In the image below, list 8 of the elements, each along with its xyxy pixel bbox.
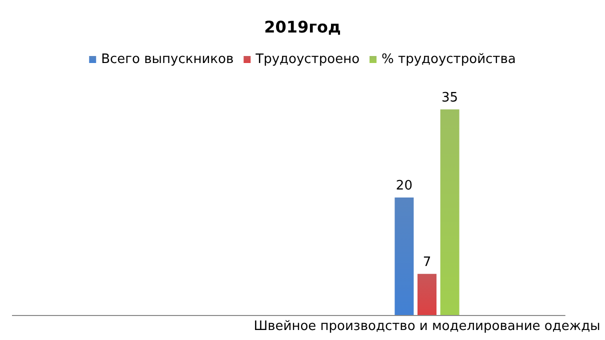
- legend-label: Трудоустроено: [254, 52, 360, 67]
- data-label: 35: [442, 90, 458, 106]
- data-label: 20: [396, 178, 412, 194]
- legend-label: % трудоустройства: [382, 52, 516, 67]
- x-tick-label: Швейное производство и моделирование одежды: [254, 319, 600, 334]
- chart-title: 2019год: [264, 18, 341, 36]
- data-label: 7: [422, 254, 432, 270]
- legend-label: Всего выпускников: [101, 52, 234, 67]
